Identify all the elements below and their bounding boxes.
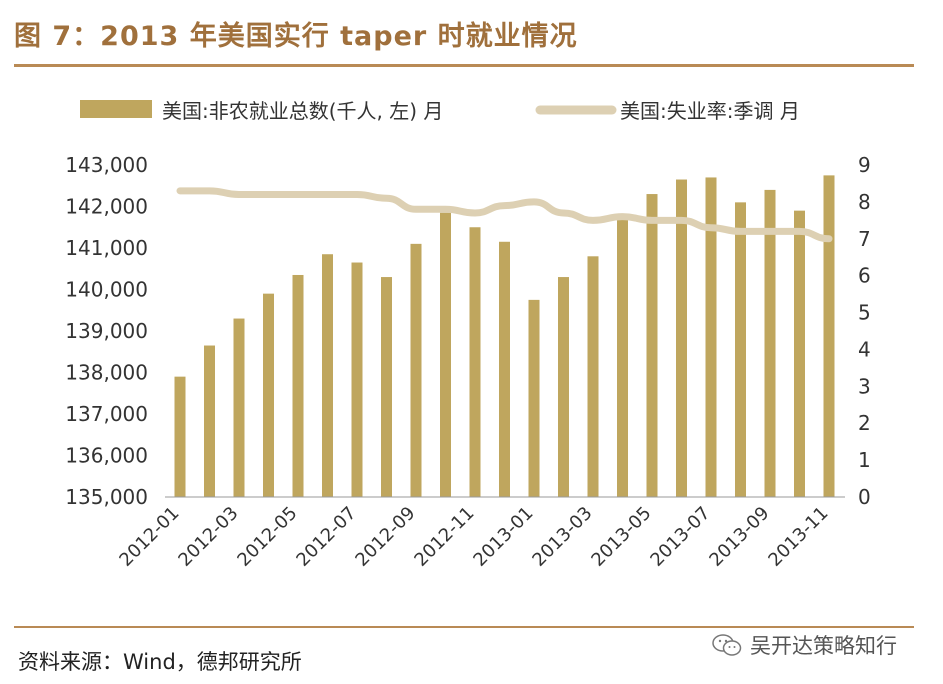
right-tick-label: 3 xyxy=(858,374,871,398)
employment-bar xyxy=(735,202,746,497)
legend-bar-label: 美国:非农就业总数(千人, 左) 月 xyxy=(162,99,443,123)
right-tick-label: 8 xyxy=(858,190,871,214)
x-tick-label: 2012-01 xyxy=(115,503,183,571)
left-tick-label: 135,000 xyxy=(65,485,148,509)
left-tick-label: 139,000 xyxy=(65,319,148,343)
right-tick-label: 7 xyxy=(858,227,871,251)
x-tick-label: 2012-11 xyxy=(410,503,478,571)
x-tick-label: 2013-11 xyxy=(764,503,832,571)
left-axis: 135,000 136,000 137,000 138,000 139,000 140,0… xyxy=(65,153,148,509)
employment-bar xyxy=(764,189,776,497)
wechat-icon xyxy=(712,634,742,656)
right-tick-label: 0 xyxy=(858,485,871,509)
legend-bar-swatch xyxy=(80,100,152,118)
employment-bar xyxy=(617,216,628,497)
employment-chart: 美国:非农就业总数(千人, 左) 月 美国:失业率:季调 月 135,00013… xyxy=(65,99,871,571)
employment-bar xyxy=(528,299,540,497)
employment-bar xyxy=(587,256,599,497)
title-divider xyxy=(14,64,914,67)
chart-legend: 美国:非农就业总数(千人, 左) 月 美国:失业率:季调 月 xyxy=(80,99,800,123)
employment-bar xyxy=(410,243,422,497)
watermark: 吴开达策略知行 xyxy=(712,630,897,660)
employment-bar xyxy=(292,274,304,497)
employment-bar xyxy=(233,318,245,497)
left-tick-label: 138,000 xyxy=(65,361,148,385)
right-tick-label: 4 xyxy=(858,337,871,361)
x-tick-label: 2013-03 xyxy=(528,503,596,571)
employment-bar xyxy=(174,376,186,497)
right-axis: 0 1 2 3 4 5 6 7 8 9 xyxy=(858,153,871,509)
left-tick-label: 136,000 xyxy=(65,444,148,468)
x-tick-label: 2012-09 xyxy=(351,503,419,571)
employment-bar xyxy=(440,212,451,497)
right-tick-label: 6 xyxy=(858,264,871,288)
x-tick-label: 2013-09 xyxy=(705,503,773,571)
employment-bar xyxy=(351,262,363,497)
employment-bar xyxy=(646,194,658,498)
employment-bar xyxy=(204,345,215,497)
x-tick-label: 2013-07 xyxy=(646,503,714,571)
x-tick-label: 2012-05 xyxy=(233,503,301,571)
employment-bar xyxy=(823,175,835,497)
right-tick-label: 9 xyxy=(858,153,871,177)
left-tick-label: 140,000 xyxy=(65,278,148,302)
x-tick-label: 2012-07 xyxy=(292,503,360,571)
left-tick-label: 143,000 xyxy=(65,153,148,177)
right-tick-label: 5 xyxy=(858,301,871,325)
employment-bar xyxy=(499,241,510,497)
employment-bar xyxy=(794,210,805,497)
employment-bar xyxy=(381,277,392,497)
employment-bar xyxy=(705,177,717,497)
bar-series xyxy=(174,175,835,498)
footer-divider xyxy=(14,626,914,628)
employment-bar xyxy=(322,254,333,497)
employment-bar xyxy=(558,277,569,497)
employment-bar xyxy=(676,179,687,497)
employment-bar xyxy=(263,293,274,497)
legend-line-label: 美国:失业率:季调 月 xyxy=(620,99,800,123)
source-note: 资料来源：Wind，德邦研究所 xyxy=(18,650,302,674)
left-tick-label: 141,000 xyxy=(65,236,148,260)
x-axis: 2012-012012-032012-052012-072012-092012-… xyxy=(115,503,832,571)
right-tick-label: 2 xyxy=(858,411,871,435)
figure-title: 图 7：2013 年美国实行 taper 时就业情况 xyxy=(14,21,578,52)
left-tick-label: 142,000 xyxy=(65,195,148,219)
x-tick-label: 2012-03 xyxy=(174,503,242,571)
right-tick-label: 1 xyxy=(858,448,871,472)
unemployment-line xyxy=(176,187,833,243)
x-tick-label: 2013-01 xyxy=(469,503,537,571)
x-tick-label: 2013-05 xyxy=(587,503,655,571)
watermark-text: 吴开达策略知行 xyxy=(750,634,897,658)
left-tick-label: 137,000 xyxy=(65,402,148,426)
employment-bar xyxy=(469,227,481,497)
